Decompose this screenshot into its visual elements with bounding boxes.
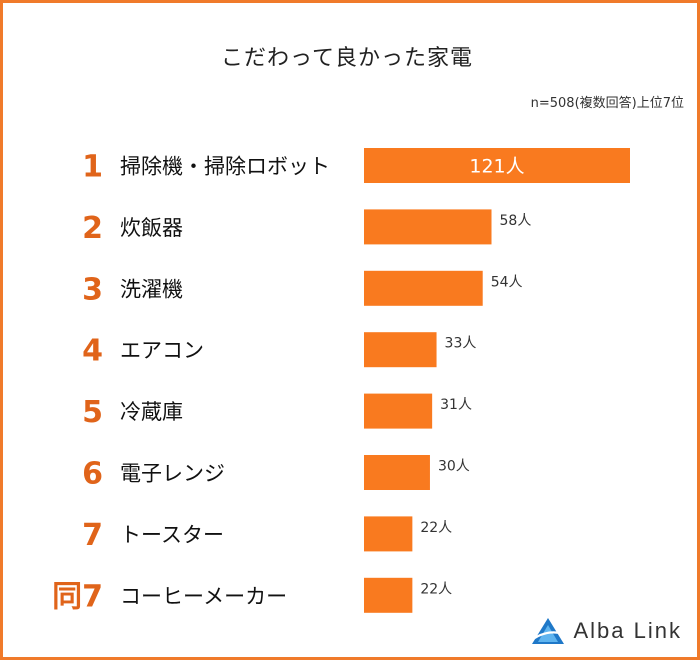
rank-label: 6 — [82, 457, 103, 492]
bar — [364, 209, 492, 245]
category-label: 洗濯機 — [120, 277, 183, 301]
category-label: コーヒーメーカー — [120, 584, 287, 608]
category-label: トースター — [120, 523, 224, 547]
bar — [364, 332, 437, 368]
chart-title: こだわって良かった家電 — [221, 46, 473, 71]
bar — [364, 393, 433, 429]
rank-label: 3 — [82, 272, 103, 307]
bar — [364, 455, 430, 490]
value-label: 121人 — [469, 156, 524, 178]
brand-name: Alba Link — [573, 618, 682, 643]
brand-logo: Alba Link — [531, 616, 682, 646]
category-label: 掃除機・掃除ロボット — [120, 155, 330, 179]
category-label: エアコン — [120, 339, 204, 363]
sample-note: n=508(複数回答)上位7位 — [530, 96, 684, 111]
bar — [364, 270, 483, 306]
rank-label: 7 — [82, 518, 103, 553]
rank-label: 4 — [82, 334, 103, 369]
rank-label: 1 — [82, 150, 103, 185]
value-label: 33人 — [445, 336, 477, 352]
rank-label: 同7 — [52, 579, 103, 614]
value-label: 22人 — [420, 581, 452, 597]
value-label: 30人 — [438, 459, 470, 475]
category-label: 冷蔵庫 — [120, 400, 183, 424]
bar — [364, 148, 630, 183]
category-label: 電子レンジ — [120, 462, 225, 486]
rank-label: 5 — [82, 395, 103, 430]
bar — [364, 577, 413, 613]
value-label: 22人 — [420, 520, 452, 536]
bar — [364, 516, 413, 552]
value-label: 54人 — [491, 274, 523, 290]
value-label: 58人 — [500, 213, 532, 229]
value-label: 31人 — [440, 397, 472, 413]
category-label: 炊飯器 — [120, 216, 183, 240]
rank-label: 2 — [82, 211, 103, 246]
alba-link-logo-icon — [532, 618, 565, 644]
